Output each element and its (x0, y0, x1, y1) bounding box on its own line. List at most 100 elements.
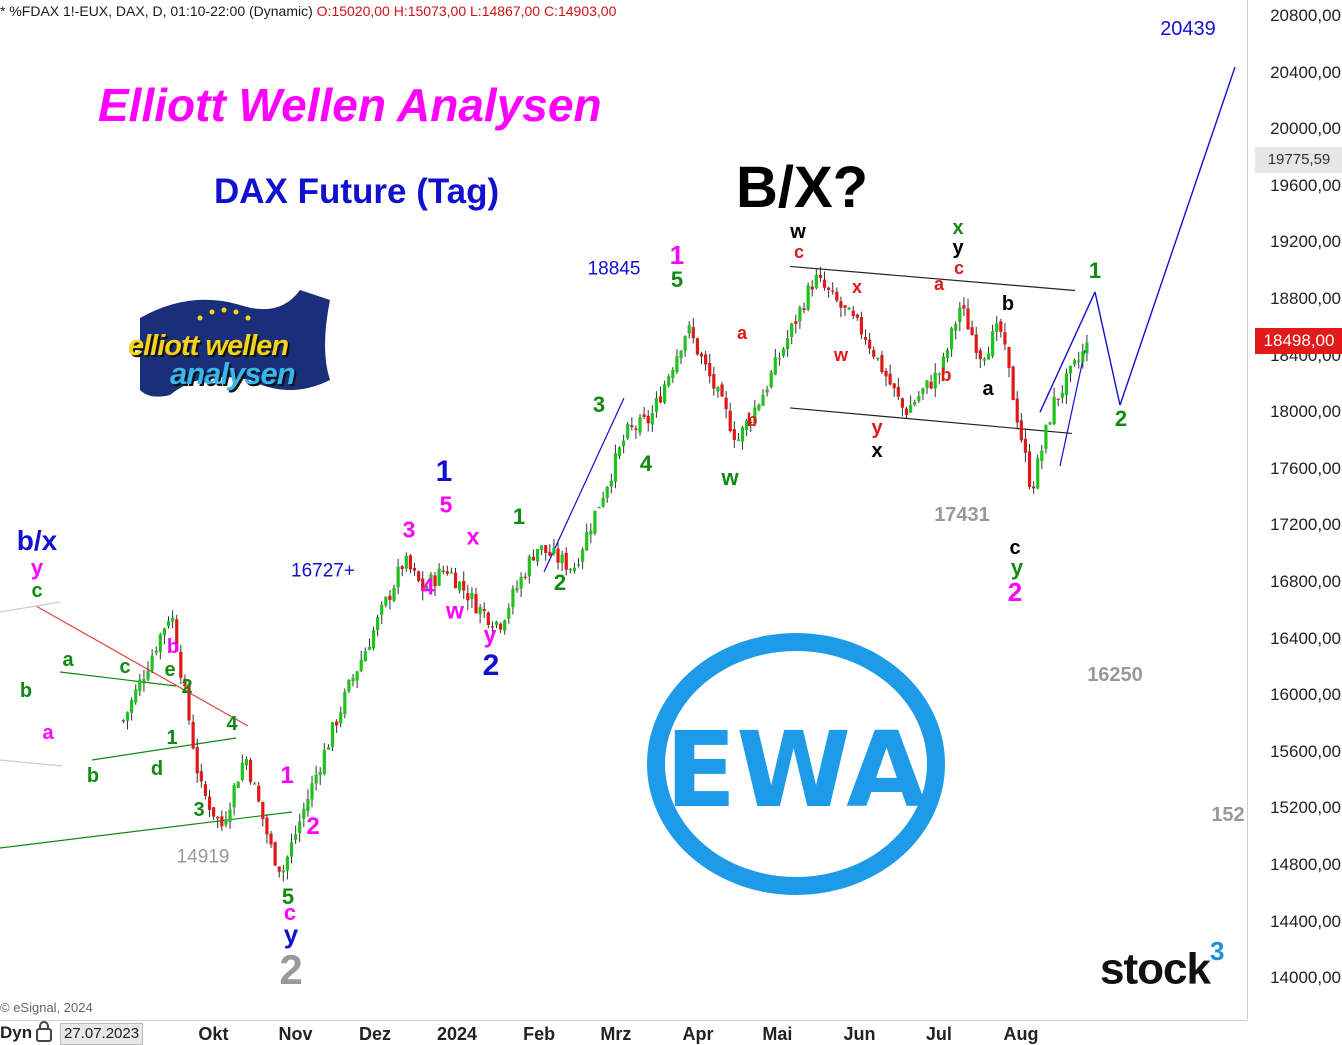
candles (121, 266, 1089, 882)
candle-up (449, 572, 454, 574)
annotation-14919: 14919 (176, 846, 230, 868)
wave-label: 2 (279, 946, 303, 993)
wave-label: a (62, 649, 74, 671)
candle-down (212, 807, 216, 817)
candle-down (564, 552, 568, 570)
candle-down (1027, 451, 1032, 487)
candle-up (995, 323, 999, 332)
wave-label: 2 (1114, 406, 1128, 431)
annotation-16250: 16250 (1087, 664, 1143, 686)
candle-up (326, 747, 331, 750)
candle-down (1015, 398, 1019, 423)
candle-up (359, 659, 363, 672)
candle-up (310, 783, 314, 800)
candle-down (974, 334, 978, 353)
candle-down (720, 384, 724, 397)
candle-down (904, 408, 909, 415)
candle-up (909, 404, 913, 413)
candle-up (363, 651, 367, 662)
candle-up (150, 655, 154, 671)
candle-up (950, 328, 954, 350)
wave-label: 1 (280, 762, 294, 789)
candle-down (388, 595, 392, 600)
wave-label: 4 (421, 573, 435, 600)
candle-up (568, 568, 572, 571)
candle-up (134, 689, 138, 703)
candle-up (355, 671, 359, 681)
forecast-segment (1094, 291, 1121, 406)
start-date-box[interactable]: 27.07.2023 (60, 1023, 144, 1045)
candle-up (773, 357, 777, 375)
candle-down (191, 721, 195, 749)
wave-label: 3 (592, 392, 606, 417)
wave-label: y (30, 555, 44, 580)
candle-up (224, 819, 228, 825)
price-axis[interactable]: 20800,00 20400,00 20000,00 19600,00 19200,00… (1247, 0, 1342, 1020)
candle-up (302, 808, 306, 819)
wave-label: e (164, 659, 176, 681)
candle-down (220, 816, 224, 827)
candle-up (535, 549, 540, 562)
candle-up (876, 357, 880, 359)
candle-up (351, 677, 355, 682)
candle-up (1077, 360, 1081, 362)
candle-up (781, 348, 786, 356)
candle-down (195, 746, 199, 774)
time-axis[interactable]: Okt Nov Dez 2024 Feb Mrz Apr Mai Jun Jul Aug (0, 1020, 1247, 1045)
price-tick: 20000,00 (1270, 119, 1341, 139)
wave-label: 1 (166, 727, 178, 749)
candle-up (933, 372, 937, 389)
candle-up (581, 549, 585, 562)
candle-down (728, 410, 732, 432)
price-tick: 14000,00 (1270, 968, 1341, 988)
candle-down (544, 545, 548, 553)
candle-up (679, 350, 683, 359)
wave-label: 5 (281, 884, 295, 909)
dynamic-mode[interactable]: Dyn (0, 1023, 33, 1042)
candle-up (519, 576, 523, 589)
candle-up (322, 749, 326, 774)
annotation-17431: 17431 (934, 504, 990, 526)
candle-up (404, 555, 408, 569)
forecast-segment (1039, 291, 1096, 413)
price-chart (0, 66, 1236, 895)
candle-up (396, 566, 400, 588)
candle-up (613, 453, 618, 482)
candle-up (847, 308, 851, 310)
ohlc-values: O:15020,00 H:15073,00 L:14867,00 C:14903… (316, 3, 617, 19)
candle-up (1040, 450, 1044, 462)
price-tick: 16800,00 (1270, 572, 1341, 591)
candle-up (617, 447, 622, 457)
ewa-logo-outer (647, 633, 945, 895)
candle-down (1003, 332, 1007, 345)
wave-label: y (283, 919, 299, 949)
candle-up (991, 331, 995, 357)
candle-down (486, 612, 490, 625)
price-tick: 16400,00 (1270, 628, 1341, 648)
wave-label: a (42, 722, 54, 744)
wave-label: b (746, 410, 758, 430)
candle-up (560, 554, 564, 564)
price-tick: 20400,00 (1270, 62, 1341, 82)
lock-icon[interactable] (35, 1020, 53, 1042)
candle-down (712, 374, 716, 389)
candle-down (827, 287, 831, 290)
candle-down (634, 428, 638, 430)
candle-down (962, 305, 966, 309)
candle-down (699, 353, 704, 357)
candle-up (925, 380, 929, 388)
candle-down (970, 327, 974, 335)
wave-label: a (736, 323, 748, 343)
wave-label: c (1009, 537, 1021, 559)
candle-down (855, 314, 859, 318)
wave-label: 5 (670, 267, 684, 292)
annotation-20439: 20439 (1160, 18, 1216, 40)
wave-label: 1 (435, 455, 453, 488)
price-tick: 17200,00 (1270, 515, 1341, 535)
candle-down (835, 291, 839, 301)
candle-down (1007, 347, 1011, 368)
candle-up (913, 402, 917, 405)
ew-logo-flag (140, 290, 330, 397)
candle-up (347, 679, 351, 692)
wave-label: a (982, 378, 994, 400)
